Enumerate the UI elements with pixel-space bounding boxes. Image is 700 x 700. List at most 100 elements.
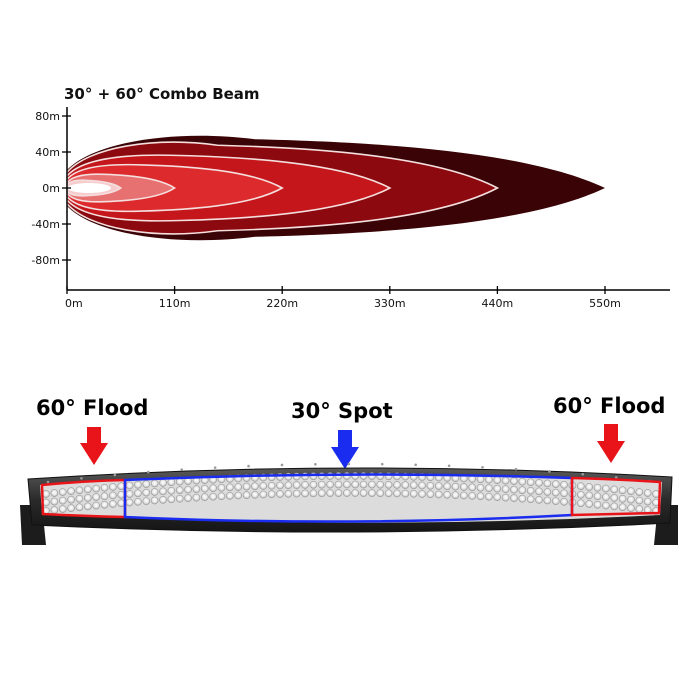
led-chip [200, 484, 209, 493]
led-chip [610, 502, 619, 511]
led-chip [100, 492, 109, 501]
housing-screw [314, 462, 317, 466]
led-chip [83, 494, 92, 502]
led-chip [192, 493, 201, 502]
led-chip [150, 479, 159, 488]
led-chip [426, 481, 435, 490]
led-chip [635, 488, 644, 496]
led-chip [50, 497, 59, 506]
led-chip [351, 489, 360, 497]
led-chip [551, 480, 560, 488]
led-chip [560, 489, 568, 498]
led-chip [159, 495, 167, 504]
led-chip [167, 478, 176, 487]
led-chip [526, 478, 535, 487]
led-chip [317, 489, 326, 498]
led-chip [376, 489, 385, 498]
led-chip [585, 483, 594, 491]
beam-layers [66, 135, 605, 241]
led-chip [142, 480, 151, 488]
led-chip [384, 480, 393, 489]
led-chip [234, 483, 243, 491]
led-chip [75, 503, 84, 512]
led-chip [209, 492, 217, 501]
led-chip [184, 485, 192, 494]
led-chip [635, 496, 644, 505]
led-chip [443, 490, 451, 499]
led-chip [108, 483, 117, 491]
led-chip [451, 491, 460, 499]
housing-screw [548, 470, 551, 473]
led-chip [284, 481, 293, 490]
housing-screw [280, 463, 284, 467]
led-chip [92, 484, 100, 493]
led-chip [125, 481, 134, 490]
led-chip [585, 491, 594, 500]
led-chip [543, 488, 552, 496]
led-chip [117, 482, 126, 491]
flood-left-label: 60° Flood [36, 396, 149, 420]
led-chip [100, 500, 109, 509]
led-chip [485, 475, 493, 484]
led-chip [643, 497, 652, 506]
led-light-bar [20, 462, 678, 545]
led-chip [610, 494, 619, 502]
led-chip [368, 489, 376, 497]
led-chip [551, 497, 560, 505]
led-chip [342, 480, 351, 489]
housing-screw [146, 470, 150, 474]
led-chip [92, 493, 100, 501]
led-chip [75, 486, 84, 495]
y-axis-ticks: 80m 40m 0m -40m -80m [31, 110, 71, 267]
led-chip [643, 489, 652, 497]
led-chip [67, 495, 75, 504]
led-chip [209, 484, 217, 493]
led-chip [359, 489, 368, 497]
led-chip [317, 480, 326, 489]
led-chip [543, 496, 552, 505]
led-chip [443, 482, 451, 491]
led-chip [83, 502, 92, 511]
led-chip [485, 492, 493, 501]
led-chip [251, 482, 259, 491]
housing-screw [614, 476, 618, 479]
led-chip [618, 494, 627, 503]
led-chip [401, 481, 410, 489]
led-chip [334, 480, 343, 489]
led-chip [309, 480, 318, 489]
y-tick-label: 80m [35, 110, 60, 123]
led-chip [476, 483, 485, 492]
led-chip [259, 490, 268, 499]
x-axis-ticks: 0m 110m 220m 330m 440m 550m [65, 286, 621, 310]
led-chip [276, 490, 284, 498]
led-chip [501, 476, 510, 485]
led-chip [100, 483, 109, 492]
led-chip [518, 486, 527, 495]
led-chip [576, 490, 585, 499]
y-tick-label: -80m [31, 254, 60, 267]
housing-screw [380, 462, 384, 466]
led-chip [150, 496, 159, 505]
spot-arrow-icon [331, 430, 359, 469]
led-chip [134, 489, 142, 498]
led-chip [301, 481, 309, 489]
x-tick-label: 440m [482, 297, 514, 310]
led-chip [610, 485, 619, 494]
y-tick-label: 40m [35, 146, 60, 159]
housing-screw [180, 468, 183, 471]
led-chip [493, 476, 502, 484]
led-chip [134, 480, 142, 489]
led-chip [493, 484, 502, 493]
led-chip [217, 492, 226, 501]
led-chip [108, 491, 117, 500]
led-chip [593, 492, 602, 501]
housing-screw [347, 462, 351, 466]
y-tick-label: 0m [42, 182, 60, 195]
flood-right-label: 60° Flood [553, 394, 666, 418]
led-chip [259, 482, 268, 490]
beam-hotspot [67, 183, 111, 193]
led-chip [309, 489, 318, 498]
led-chip [401, 489, 410, 498]
led-chip [167, 486, 176, 495]
led-chip [627, 495, 635, 504]
